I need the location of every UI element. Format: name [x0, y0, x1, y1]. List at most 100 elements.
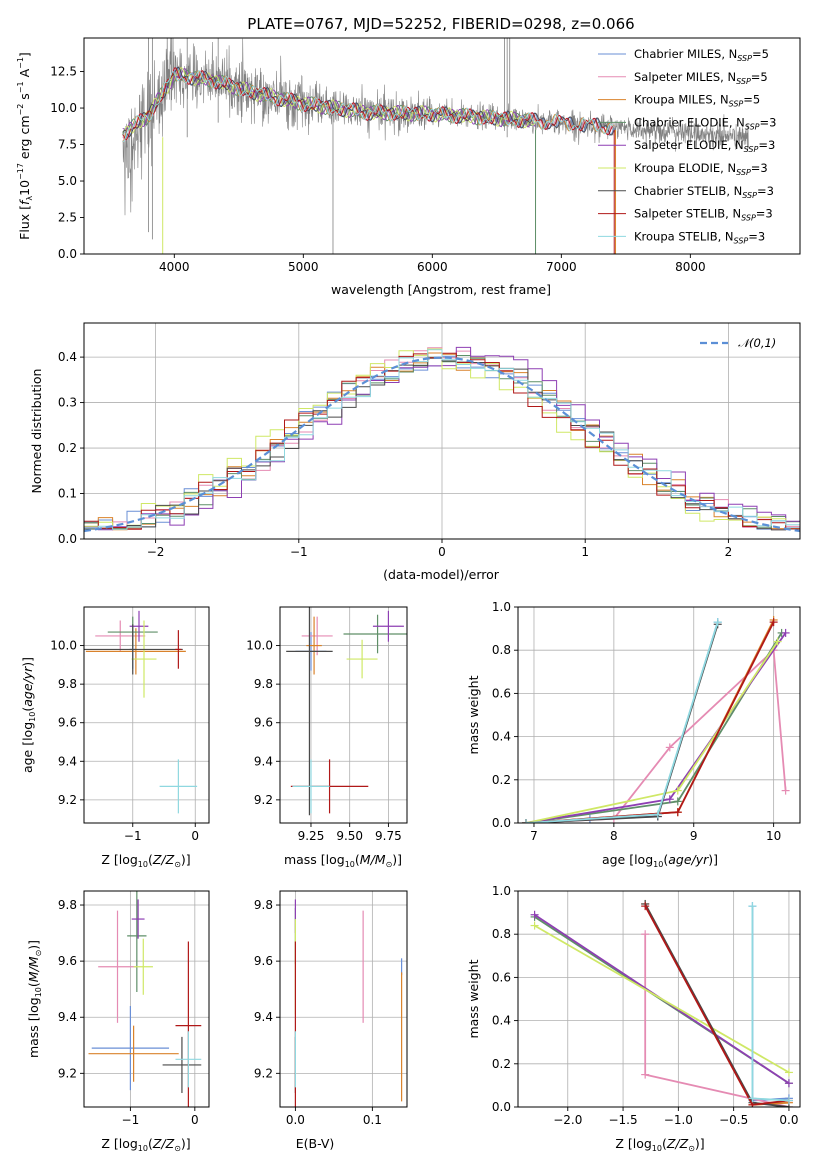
weight-age-xlabel: age [log10(age/yr)]	[602, 852, 718, 869]
errorbar	[292, 759, 330, 814]
residual-legend: 𝒩(0,1)	[700, 336, 776, 350]
weight-marker	[748, 1094, 757, 1103]
legend-label: Salpeter MILES, NSSP=5	[634, 70, 768, 86]
x-tick-label: 0	[438, 545, 446, 559]
x-tick-label: 0	[191, 829, 199, 843]
axes-box	[279, 606, 408, 824]
legend-label: Kroupa ELODIE, NSSP=3	[634, 161, 768, 177]
y-tick-label: 9.8	[58, 677, 77, 691]
weight-marker	[713, 618, 722, 627]
weight-marker	[665, 743, 674, 752]
errorbar	[175, 1031, 202, 1088]
plot-area	[286, 607, 407, 816]
x-tick-label: −1	[290, 545, 308, 559]
y-tick-label: 2.5	[58, 211, 77, 225]
weight-marker	[521, 819, 530, 823]
y-tick-label: 9.8	[58, 898, 77, 912]
y-tick-label: 1.0	[492, 884, 511, 898]
weight-marker	[784, 1079, 793, 1088]
spectrum-panel: 4000 5000 6000 7000 8000 0.0 2.5 5.0 7.5 10.0 12.5	[50, 37, 801, 274]
legend-label: 𝒩(0,1)	[738, 336, 776, 350]
y-tick-label: 1.0	[492, 600, 511, 614]
x-tick-label: 2	[725, 545, 733, 559]
mass-z-panel: −1 0 9.2 9.4 9.6 9.8	[58, 890, 210, 1127]
x-tick-label: 1	[581, 545, 589, 559]
y-tick-label: 9.6	[58, 716, 77, 730]
x-tick-label: 9	[690, 829, 698, 843]
x-tick-label: 0.0	[286, 1113, 305, 1127]
plot-area	[88, 891, 202, 1107]
x-tick-label: 4000	[159, 260, 190, 274]
y-tick-label: 9.4	[254, 754, 273, 768]
axes-box	[83, 890, 210, 1108]
errorbar	[95, 620, 146, 652]
age-mass-panel: 9.25 9.50 9.75 9.2 9.4 9.6 9.8 10.0	[246, 606, 408, 843]
x-tick-label: −2.0	[553, 1113, 582, 1127]
y-tick-label: 9.4	[254, 1010, 273, 1024]
x-tick-label: 9.25	[298, 829, 325, 843]
y-tick-label: 0.0	[58, 247, 77, 261]
axes-frame: −2 −1 0 1 2 0.0 0.1 0.2 0.3 0.4	[58, 322, 801, 559]
legend-label: Chabrier ELODIE, NSSP=3	[634, 115, 776, 131]
residual-panel: −2 −1 0 1 2 0.0 0.1 0.2 0.3 0.4	[58, 322, 801, 559]
errorbar	[372, 610, 404, 642]
weight-age-ylabel: mass weight	[466, 675, 481, 754]
weight-marker	[641, 930, 650, 939]
legend-label: Salpeter ELODIE, NSSP=3	[634, 138, 775, 154]
axes-frame: 4000 5000 6000 7000 8000 0.0 2.5 5.0 7.5 10.0 12.5	[50, 37, 801, 274]
y-tick-label: 9.4	[58, 1010, 77, 1024]
y-tick-label: 9.4	[58, 754, 77, 768]
plot-area	[84, 346, 800, 533]
residual-ylabel: Normed distribution	[29, 369, 44, 494]
model-line	[122, 70, 615, 143]
weight-marker	[530, 910, 539, 919]
errorbar	[127, 891, 147, 992]
axes-frame: 0.0 0.1 9.2 9.4 9.6 9.8	[254, 890, 408, 1127]
y-tick-label: 9.2	[58, 793, 77, 807]
axes-box	[83, 37, 801, 255]
y-tick-label: 9.2	[58, 1066, 77, 1080]
x-tick-label: −2	[147, 545, 165, 559]
spectrum-legend: Chabrier MILES, NSSP=5 Salpeter MILES, NS…	[598, 47, 776, 245]
legend-label: Salpeter STELIB, NSSP=3	[634, 207, 773, 223]
y-tick-label: 0.6	[492, 970, 511, 984]
weight-marker	[781, 628, 790, 637]
weight-marker	[673, 797, 682, 806]
x-tick-label: 9.75	[375, 829, 402, 843]
x-tick-label: 6000	[417, 260, 448, 274]
age-z-panel: −1 0 9.2 9.4 9.6 9.8 10.0	[50, 606, 210, 843]
plot-area	[530, 899, 793, 1107]
errorbar	[131, 620, 157, 698]
axes-frame: 9.25 9.50 9.75 9.2 9.4 9.6 9.8 10.0	[246, 606, 408, 843]
weight-marker	[773, 637, 782, 646]
x-tick-label: 7000	[546, 260, 577, 274]
age-z-ylabel: age [log10(age/yr)]	[20, 657, 37, 773]
weight-z-xlabel: Z [log10(Z/Z⊙)]	[615, 1136, 704, 1153]
errorbar	[159, 759, 198, 814]
axes-box	[517, 890, 801, 1108]
y-tick-label: 0.0	[492, 816, 511, 830]
x-tick-label: 0.1	[363, 1113, 382, 1127]
plot-area	[521, 615, 790, 823]
axes-frame: 7 8 9 10 0.0 0.2 0.4 0.6 0.8 1.0	[492, 600, 801, 843]
errorbar	[88, 1025, 179, 1082]
weight-marker	[769, 618, 778, 627]
errorbar	[133, 938, 153, 995]
x-tick-label: −0.5	[719, 1113, 748, 1127]
spectrum-ylabel: Flux [fλ10−17 erg cm−2 s−1 A−1]	[16, 52, 34, 240]
axes-frame: −1 0 9.2 9.4 9.6 9.8 10.0	[50, 606, 210, 843]
legend-label: Chabrier MILES, NSSP=5	[634, 47, 769, 63]
y-tick-label: 0.0	[58, 532, 77, 546]
y-tick-label: 0.1	[58, 487, 77, 501]
errorbar	[175, 630, 182, 669]
weight-marker	[530, 921, 539, 930]
errorbar	[131, 899, 145, 939]
y-tick-label: 9.2	[254, 1066, 273, 1080]
x-tick-label: 5000	[288, 260, 319, 274]
y-tick-label: 10.0	[50, 639, 77, 653]
weight-marker	[665, 795, 674, 804]
legend-label: Chabrier STELIB, NSSP=3	[634, 184, 774, 200]
x-tick-label: 7	[530, 829, 538, 843]
x-tick-label: −1	[122, 1113, 140, 1127]
